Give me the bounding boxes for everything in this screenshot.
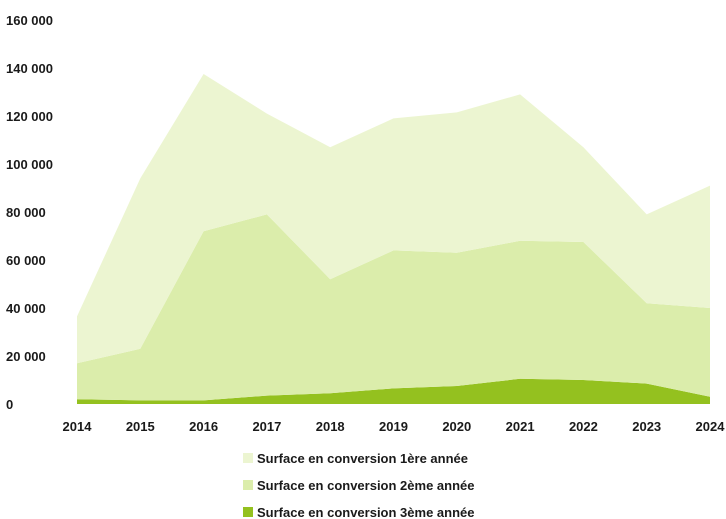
legend-label-surface-en-conversion-2eme-annee: Surface en conversion 2ème année: [257, 478, 474, 493]
x-tick-label: 2015: [126, 419, 155, 434]
legend-label-surface-en-conversion-1ere-annee: Surface en conversion 1ère année: [257, 451, 468, 466]
x-axis-ticks: 2014 2015 2016 2017 2018 2019 2020 2021 2022 2023…: [63, 419, 726, 434]
legend-swatch-surface-en-conversion-1ere-annee: [243, 453, 253, 463]
y-tick-label: 40 000: [6, 301, 46, 316]
y-tick-label: 20 000: [6, 349, 46, 364]
x-tick-label: 2014: [63, 419, 93, 434]
y-tick-label: 120 000: [6, 109, 53, 124]
x-tick-label: 2022: [569, 419, 598, 434]
x-tick-label: 2017: [252, 419, 281, 434]
x-tick-label: 2020: [442, 419, 471, 434]
plot-areas: [77, 74, 710, 404]
area-surface-en-conversion-1ere-annee: [77, 74, 710, 364]
x-tick-label: 2023: [632, 419, 661, 434]
y-tick-label: 0: [6, 397, 13, 412]
y-tick-label: 100 000: [6, 157, 53, 172]
area-surface-en-conversion-2eme-annee: [77, 214, 710, 401]
legend-swatch-surface-en-conversion-3eme-annee: [243, 507, 253, 517]
y-tick-label: 80 000: [6, 205, 46, 220]
x-tick-label: 2021: [506, 419, 535, 434]
x-tick-label: 2019: [379, 419, 408, 434]
y-axis-ticks: 0 20 000 40 000 60 000 80 000 100 000 120 000 1…: [6, 13, 53, 412]
y-tick-label: 160 000: [6, 13, 53, 28]
legend-label-surface-en-conversion-3eme-annee: Surface en conversion 3ème année: [257, 505, 474, 519]
x-tick-label: 2024: [696, 419, 726, 434]
area-surface-en-conversion-3eme-annee: [77, 378, 710, 404]
x-tick-label: 2016: [189, 419, 218, 434]
y-tick-label: 60 000: [6, 253, 46, 268]
legend: Surface en conversion 1ère année Surface …: [243, 451, 474, 519]
legend-swatch-surface-en-conversion-2eme-annee: [243, 480, 253, 490]
y-tick-label: 140 000: [6, 61, 53, 76]
x-tick-label: 2018: [316, 419, 345, 434]
